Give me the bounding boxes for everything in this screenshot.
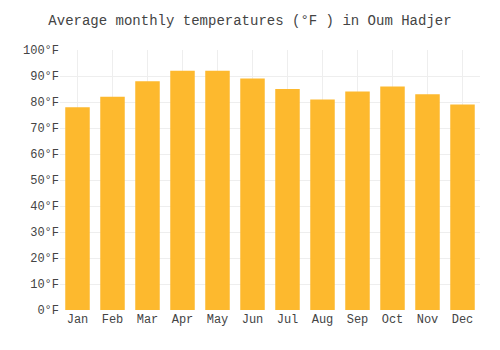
svg-text:Mar: Mar <box>137 313 159 327</box>
svg-text:90°F: 90°F <box>30 70 59 84</box>
svg-text:Apr: Apr <box>172 313 194 327</box>
svg-text:Average monthly temperatures (: Average monthly temperatures (°F ) in Ou… <box>48 13 451 29</box>
svg-text:Jan: Jan <box>67 313 89 327</box>
svg-text:20°F: 20°F <box>30 252 59 266</box>
svg-text:Sep: Sep <box>347 313 369 327</box>
svg-text:50°F: 50°F <box>30 174 59 188</box>
svg-text:Jul: Jul <box>277 313 299 327</box>
svg-text:May: May <box>207 313 229 327</box>
svg-text:30°F: 30°F <box>30 226 59 240</box>
svg-text:Oct: Oct <box>382 313 404 327</box>
svg-text:100°F: 100°F <box>23 44 59 58</box>
svg-text:Dec: Dec <box>452 313 474 327</box>
svg-text:Nov: Nov <box>417 313 439 327</box>
svg-text:Jun: Jun <box>242 313 264 327</box>
svg-text:70°F: 70°F <box>30 122 59 136</box>
svg-text:Feb: Feb <box>102 313 124 327</box>
svg-text:10°F: 10°F <box>30 278 59 292</box>
svg-text:40°F: 40°F <box>30 200 59 214</box>
svg-text:60°F: 60°F <box>30 148 59 162</box>
svg-text:80°F: 80°F <box>30 96 59 110</box>
svg-text:Aug: Aug <box>312 313 334 327</box>
svg-text:0°F: 0°F <box>37 304 59 318</box>
